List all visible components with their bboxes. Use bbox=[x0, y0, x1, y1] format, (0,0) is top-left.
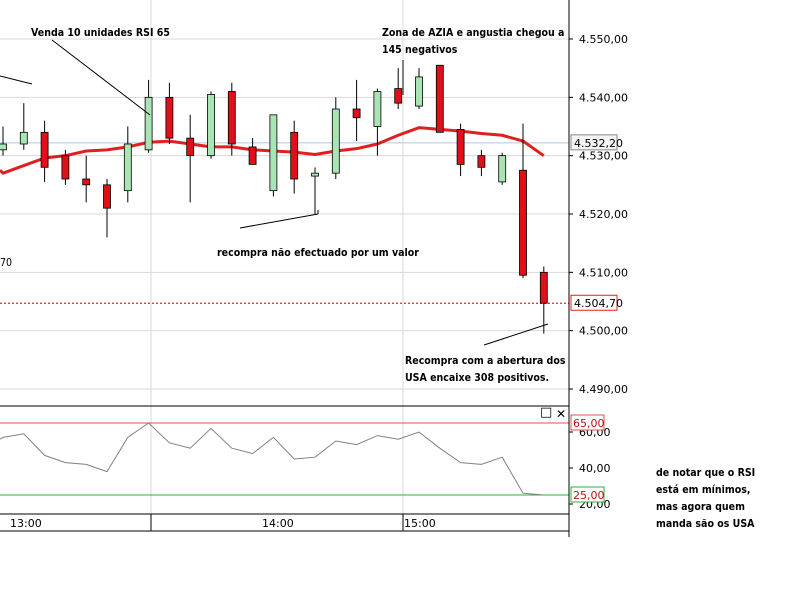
candle-body-down bbox=[435, 64, 444, 133]
candle-body-down bbox=[539, 271, 548, 304]
candle-body-down bbox=[165, 96, 174, 139]
price-tick-label: 4.500,00 bbox=[579, 325, 628, 338]
candle-body-down bbox=[61, 155, 70, 180]
candle bbox=[123, 126, 132, 203]
candle bbox=[269, 114, 278, 197]
candle-body-down bbox=[456, 129, 465, 165]
price-tick-label: 4.540,00 bbox=[579, 91, 628, 104]
candle-body-up bbox=[0, 143, 7, 151]
rsi-oversold-label: 25,00 bbox=[573, 489, 605, 502]
time-tick-label: 15:00 bbox=[404, 517, 436, 530]
candle bbox=[19, 103, 28, 150]
rsi-line bbox=[0, 422, 544, 496]
candle-body-down bbox=[227, 91, 236, 145]
price-tick-label: 4.520,00 bbox=[579, 208, 628, 221]
partial-price-label: 70 bbox=[0, 256, 13, 269]
candle bbox=[477, 149, 486, 177]
maximize-panel-button[interactable]: □ bbox=[540, 405, 553, 420]
annotation-pointer-line bbox=[483, 323, 549, 346]
candle-body-down bbox=[352, 108, 361, 119]
annotation-pointer-line bbox=[51, 39, 151, 116]
candle bbox=[352, 79, 361, 142]
candle-body-down bbox=[82, 178, 91, 186]
current-price-tag bbox=[570, 294, 618, 311]
candle bbox=[61, 149, 70, 185]
rsi-oversold-tag bbox=[570, 486, 605, 503]
candle bbox=[394, 68, 403, 109]
candle bbox=[165, 82, 174, 144]
candle bbox=[456, 123, 465, 177]
candle-body-up bbox=[269, 114, 278, 192]
price-tick-label: 4.550,00 bbox=[579, 33, 628, 46]
time-tick-label: 14:00 bbox=[262, 517, 294, 530]
candle-body-up bbox=[19, 131, 28, 145]
candle-body-down bbox=[248, 146, 257, 165]
rsi-tick-label: 40,00 bbox=[579, 462, 611, 475]
annotation-rebuy-line2: USA encaixe 308 positivos. bbox=[405, 371, 550, 384]
candle-body-down bbox=[40, 131, 49, 168]
price-tick-label: 4.490,00 bbox=[579, 383, 628, 396]
candle bbox=[227, 82, 236, 156]
candle-body-up bbox=[415, 76, 423, 107]
candle-body-up bbox=[311, 172, 319, 177]
candle-body-up bbox=[207, 94, 215, 157]
candles-layer bbox=[0, 64, 548, 334]
last-price-tag bbox=[570, 134, 618, 151]
candle-body-up bbox=[331, 108, 340, 174]
grid-layer bbox=[0, 0, 569, 514]
note-line2: está em mínimos, bbox=[656, 483, 751, 496]
candle-body-up bbox=[373, 91, 382, 127]
candle bbox=[415, 68, 423, 109]
price-tick-label: 4.510,00 bbox=[579, 266, 628, 279]
candle bbox=[519, 123, 527, 279]
candle-body-down bbox=[103, 184, 111, 209]
candle-body-down bbox=[477, 155, 486, 168]
candle-body-down bbox=[290, 131, 299, 180]
rsi-overbought-tag bbox=[570, 414, 605, 431]
note-line3: mas agora quem bbox=[656, 500, 745, 513]
candle bbox=[539, 266, 548, 334]
annotation-pointer-lines bbox=[0, 39, 549, 346]
candle-body-down bbox=[519, 169, 527, 276]
annotation-pointer-line bbox=[239, 213, 319, 229]
candle bbox=[207, 91, 215, 159]
candle bbox=[498, 152, 507, 185]
candle-body-down bbox=[394, 88, 403, 104]
candle bbox=[248, 138, 257, 165]
annotation-zone-line1: Zona de AZIA e angustia chegou a bbox=[382, 26, 565, 39]
rsi-panel bbox=[0, 422, 569, 496]
axes-layer: 4.550,00 4.540,00 4.530,00 4.520,00 4.510,00… bbox=[0, 0, 628, 537]
candle bbox=[373, 88, 382, 156]
rsi-overbought-label: 65,00 bbox=[573, 417, 605, 430]
note-line4: manda são os USA bbox=[656, 517, 755, 530]
current-price-tag-label: 4.504,70 bbox=[574, 297, 623, 310]
last-price-tag-label: 4.532,20 bbox=[574, 137, 623, 150]
annotation-zone-line2: 145 negativos bbox=[382, 43, 458, 56]
annotation-pointer-line bbox=[0, 75, 33, 85]
annotation-rebuy-line1: Recompra com a abertura dos bbox=[405, 354, 566, 367]
candle bbox=[435, 64, 444, 133]
annotation-rebuy-missed: recompra não efectuado por um valor bbox=[217, 246, 419, 259]
candle-body-up bbox=[498, 155, 507, 183]
candle bbox=[40, 120, 49, 182]
close-panel-button[interactable]: ✕ bbox=[556, 407, 567, 421]
moving-average-layer bbox=[0, 126, 545, 175]
annotation-sell: Venda 10 unidades RSI 65 bbox=[31, 26, 170, 39]
time-tick-label: 13:00 bbox=[10, 517, 42, 530]
candle bbox=[0, 126, 7, 156]
note-line1: de notar que o RSI bbox=[656, 466, 756, 479]
candle-body-up bbox=[144, 96, 153, 151]
candle bbox=[103, 178, 111, 238]
candle bbox=[331, 97, 340, 179]
moving-average-line bbox=[0, 126, 545, 175]
candle bbox=[186, 114, 195, 203]
candle bbox=[82, 155, 91, 203]
candle-body-up bbox=[123, 143, 132, 192]
price-tick-label: 4.530,00 bbox=[579, 150, 628, 163]
candle bbox=[144, 79, 153, 153]
candle bbox=[290, 120, 299, 194]
candle bbox=[311, 167, 319, 214]
candle-body-down bbox=[186, 137, 195, 157]
